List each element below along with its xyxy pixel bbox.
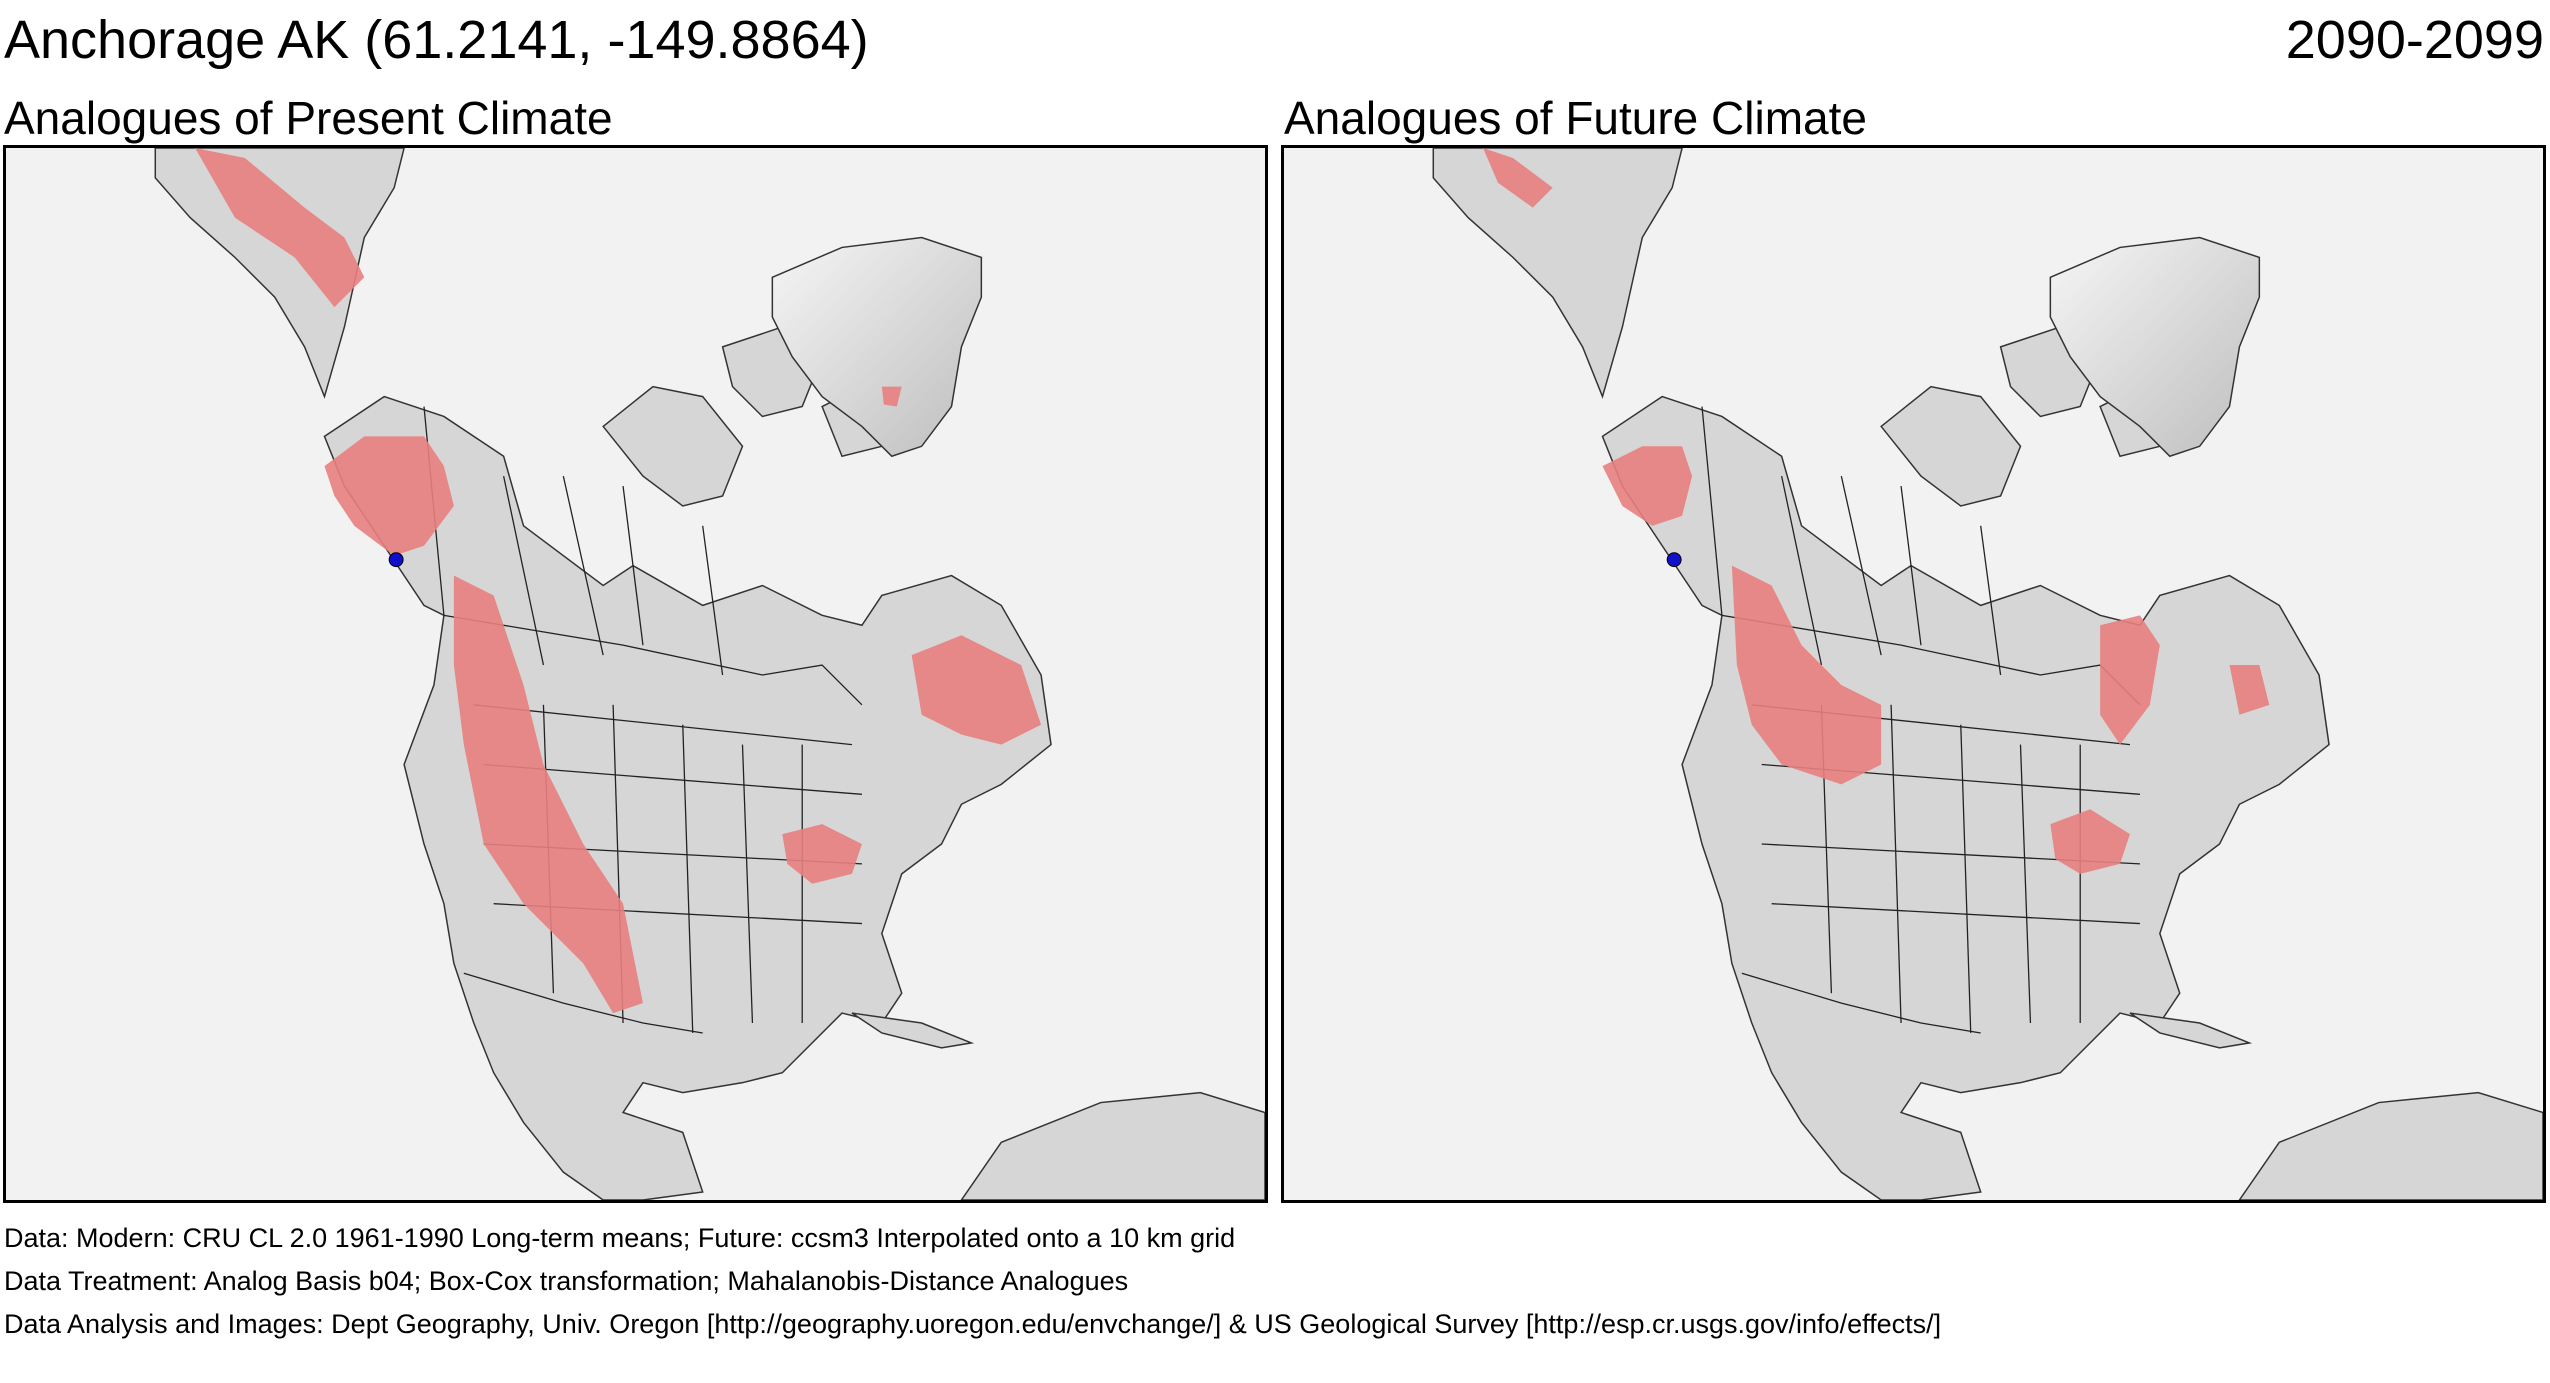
future-map-svg <box>1284 148 2543 1200</box>
greenland <box>771 236 983 458</box>
province-lines <box>502 475 724 676</box>
present-panel-title: Analogues of Present Climate <box>4 92 613 144</box>
future-panel-title: Analogues of Future Climate <box>1284 92 1867 144</box>
footer-data-treatment: Data Treatment: Analog Basis b04; Box-Co… <box>4 1266 1129 1296</box>
alaska-canada-border <box>1701 406 1723 616</box>
state-grid <box>1751 704 2140 1033</box>
analogue-alaska <box>1602 446 1693 526</box>
analogue-siberia <box>195 148 365 308</box>
anchorage-site-marker <box>388 552 404 568</box>
analogue-labrador-coast <box>2229 665 2270 715</box>
analogue-rockies <box>453 575 643 1014</box>
location-title: Anchorage AK (61.2141, -149.8864) <box>4 10 869 70</box>
footer-data-analysis: Data Analysis and Images: Dept Geography… <box>4 1309 1942 1339</box>
period-label: 2090-2099 <box>2285 10 2544 70</box>
anchorage-site-marker <box>1666 552 1682 568</box>
siberia-landmass <box>154 148 405 399</box>
analogue-western-canada <box>1731 565 1882 785</box>
south-america-tip <box>2238 1091 2543 1200</box>
present-map-svg <box>6 148 1265 1200</box>
footer-data-source: Data: Modern: CRU CL 2.0 1961-1990 Long-… <box>4 1223 1236 1253</box>
analogue-quebec <box>2100 615 2160 745</box>
north-america-landmass <box>323 395 1052 1200</box>
north-america-landmass <box>1601 395 2330 1200</box>
greenland <box>2049 236 2261 458</box>
future-climate-map <box>1281 145 2546 1203</box>
us-mexico-border <box>1741 972 1981 1034</box>
analogue-great-lakes <box>2050 809 2130 874</box>
analogue-siberia <box>1483 148 1553 208</box>
cuba <box>851 1012 975 1049</box>
present-climate-map <box>3 145 1268 1203</box>
analogue-greenland-south <box>881 386 902 407</box>
analogue-labrador <box>911 635 1042 745</box>
cuba <box>2129 1012 2253 1049</box>
analogue-great-lakes <box>782 824 862 884</box>
province-lines <box>1780 475 2002 676</box>
us-mexico-border <box>463 972 703 1034</box>
south-america-tip <box>960 1091 1265 1200</box>
analogue-alaska <box>324 436 454 556</box>
siberia-landmass <box>1432 148 1683 399</box>
us-canada-border <box>443 614 863 706</box>
